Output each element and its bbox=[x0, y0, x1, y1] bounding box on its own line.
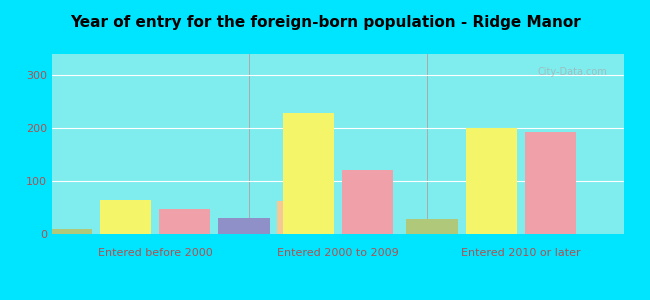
Bar bbox=[278, 201, 329, 234]
Bar bbox=[40, 229, 92, 234]
Bar bbox=[465, 128, 517, 234]
Bar bbox=[525, 132, 577, 234]
Bar bbox=[218, 218, 270, 234]
Text: City-Data.com: City-Data.com bbox=[537, 67, 607, 76]
Text: Entered before 2000: Entered before 2000 bbox=[98, 248, 213, 258]
Bar bbox=[342, 170, 393, 234]
Bar bbox=[406, 219, 458, 234]
Bar bbox=[99, 200, 151, 234]
Text: Entered 2000 to 2009: Entered 2000 to 2009 bbox=[277, 248, 399, 258]
Bar bbox=[283, 113, 334, 234]
Text: Year of entry for the foreign-born population - Ridge Manor: Year of entry for the foreign-born popul… bbox=[70, 15, 580, 30]
Text: Entered 2010 or later: Entered 2010 or later bbox=[462, 248, 581, 258]
Bar bbox=[644, 230, 650, 234]
Bar bbox=[0, 215, 32, 234]
Bar bbox=[159, 208, 211, 234]
